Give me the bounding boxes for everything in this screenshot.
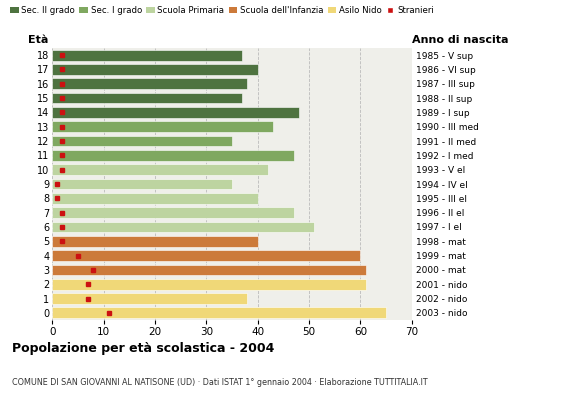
Bar [52,264,365,275]
Bar [52,193,258,204]
Legend: Sec. II grado, Sec. I grado, Scuola Primaria, Scuola dell'Infanzia, Asilo Nido, : Sec. II grado, Sec. I grado, Scuola Prim… [10,6,434,15]
Bar [52,250,360,261]
Bar [52,93,242,104]
Text: Popolazione per età scolastica - 2004: Popolazione per età scolastica - 2004 [12,342,274,355]
Bar [52,222,314,232]
Bar [52,78,248,89]
Bar [52,179,232,189]
Bar [52,150,293,161]
Bar [52,121,273,132]
Bar [52,293,248,304]
Bar [52,164,268,175]
Bar [52,279,365,290]
Bar [52,207,293,218]
Bar [52,136,232,146]
Text: Età: Età [28,35,49,45]
Bar [52,107,299,118]
Bar [52,236,258,247]
Bar [52,50,242,60]
Text: Anno di nascita: Anno di nascita [412,35,508,45]
Text: COMUNE DI SAN GIOVANNI AL NATISONE (UD) · Dati ISTAT 1° gennaio 2004 · Elaborazi: COMUNE DI SAN GIOVANNI AL NATISONE (UD) … [12,378,427,387]
Bar [52,308,386,318]
Bar [52,64,258,75]
